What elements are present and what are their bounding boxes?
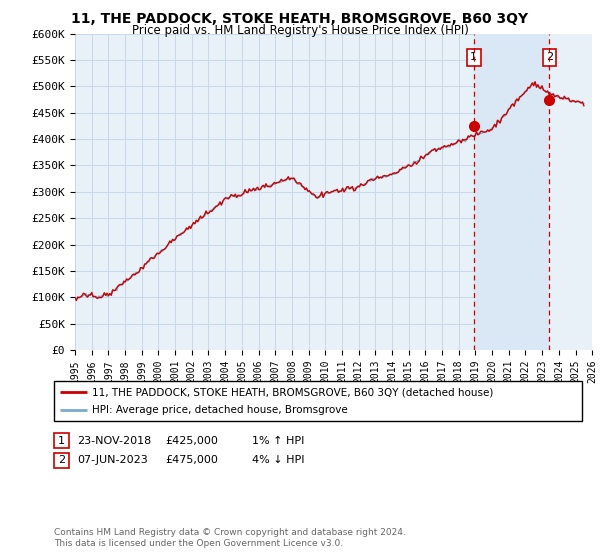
Text: 1: 1 xyxy=(58,436,65,446)
Text: 4% ↓ HPI: 4% ↓ HPI xyxy=(252,455,305,465)
Text: Price paid vs. HM Land Registry's House Price Index (HPI): Price paid vs. HM Land Registry's House … xyxy=(131,24,469,37)
Text: 2: 2 xyxy=(546,52,553,62)
Text: 23-NOV-2018: 23-NOV-2018 xyxy=(77,436,151,446)
Text: Contains HM Land Registry data © Crown copyright and database right 2024.
This d: Contains HM Land Registry data © Crown c… xyxy=(54,528,406,548)
Text: 11, THE PADDOCK, STOKE HEATH, BROMSGROVE, B60 3QY (detached house): 11, THE PADDOCK, STOKE HEATH, BROMSGROVE… xyxy=(92,387,493,397)
Text: 07-JUN-2023: 07-JUN-2023 xyxy=(77,455,148,465)
Text: £475,000: £475,000 xyxy=(165,455,218,465)
Bar xyxy=(474,34,550,350)
Text: £425,000: £425,000 xyxy=(165,436,218,446)
Bar xyxy=(550,34,592,350)
Text: 11, THE PADDOCK, STOKE HEATH, BROMSGROVE, B60 3QY: 11, THE PADDOCK, STOKE HEATH, BROMSGROVE… xyxy=(71,12,529,26)
Text: 2: 2 xyxy=(58,455,65,465)
Text: 1: 1 xyxy=(470,52,477,62)
Text: HPI: Average price, detached house, Bromsgrove: HPI: Average price, detached house, Brom… xyxy=(92,405,347,415)
Text: 1% ↑ HPI: 1% ↑ HPI xyxy=(252,436,304,446)
